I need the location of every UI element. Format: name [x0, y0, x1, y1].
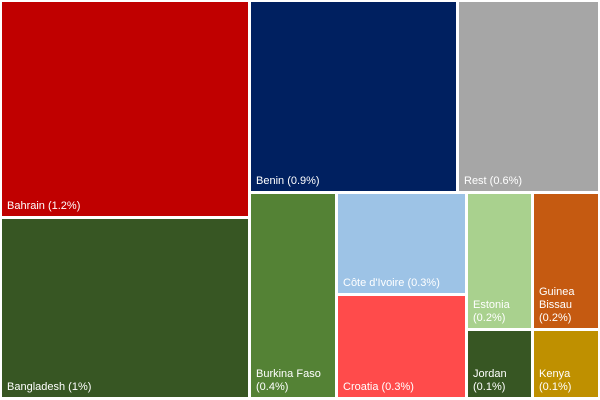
- tile-kenya: Kenya (0.1%): [534, 331, 598, 397]
- tile-label-line: Croatia (0.3%): [343, 381, 414, 393]
- tile-bangladesh: Bangladesh (1%): [2, 219, 248, 397]
- tile-label-line: Rest (0.6%): [464, 175, 522, 187]
- tile-rect-guinea-bissau: [534, 194, 598, 328]
- tile-rect-jordan: [468, 331, 531, 397]
- tile-c-te-d-ivoire: Côte d'Ivoire (0.3%): [338, 194, 465, 293]
- tile-label-line: Estonia: [473, 299, 511, 311]
- tile-rect-bahrain: [2, 2, 248, 216]
- tile-burkina-faso: Burkina Faso (0.4%): [251, 194, 335, 397]
- tile-label-rest: Rest (0.6%): [464, 175, 522, 187]
- tile-label-line: Guinea: [539, 286, 575, 298]
- tile-guinea-bissau: Guinea Bissau (0.2%): [534, 194, 598, 328]
- tile-label-line: (0.1%): [539, 381, 571, 393]
- tile-label-guinea-bissau: Guinea Bissau (0.2%): [539, 286, 575, 324]
- tile-bahrain: Bahrain (1.2%): [2, 2, 248, 216]
- tile-label-line: Bissau: [539, 299, 572, 311]
- tile-rect-rest: [459, 2, 598, 191]
- tile-label-benin: Benin (0.9%): [256, 175, 320, 187]
- tile-rect-kenya: [534, 331, 598, 397]
- tile-label-croatia: Croatia (0.3%): [343, 381, 414, 393]
- tile-label-line: Bahrain (1.2%): [7, 200, 80, 212]
- tile-estonia: Estonia (0.2%): [468, 194, 531, 328]
- tile-label-line: Bangladesh (1%): [7, 381, 91, 393]
- tile-rect-croatia: [338, 296, 465, 397]
- tile-label-line: (0.2%): [539, 312, 571, 324]
- tile-rest: Rest (0.6%): [459, 2, 598, 191]
- tile-label-line: (0.4%): [256, 381, 288, 393]
- tile-rect-bangladesh: [2, 219, 248, 397]
- tile-label-bangladesh: Bangladesh (1%): [7, 381, 91, 393]
- tile-label-line: Burkina Faso: [256, 368, 321, 380]
- tile-label-bahrain: Bahrain (1.2%): [7, 200, 80, 212]
- tile-label-line: Côte d'Ivoire (0.3%): [343, 277, 440, 289]
- tile-label-c-te-d-ivoire: Côte d'Ivoire (0.3%): [343, 277, 440, 289]
- tile-label-line: (0.2%): [473, 312, 505, 324]
- tile-benin: Benin (0.9%): [251, 2, 456, 191]
- tile-label-line: Jordan: [473, 368, 507, 380]
- tile-label-burkina-faso: Burkina Faso (0.4%): [256, 368, 321, 393]
- tile-rect-estonia: [468, 194, 531, 328]
- tile-label-line: (0.1%): [473, 381, 505, 393]
- tile-rect-burkina-faso: [251, 194, 335, 397]
- tile-rect-c-te-d-ivoire: [338, 194, 465, 293]
- tile-label-line: Kenya: [539, 368, 571, 380]
- tile-label-kenya: Kenya (0.1%): [539, 368, 571, 393]
- tile-rect-benin: [251, 2, 456, 191]
- tile-label-estonia: Estonia (0.2%): [473, 299, 511, 324]
- tile-croatia: Croatia (0.3%): [338, 296, 465, 397]
- tile-label-line: Benin (0.9%): [256, 175, 320, 187]
- tile-jordan: Jordan (0.1%): [468, 331, 531, 397]
- tile-label-jordan: Jordan (0.1%): [473, 368, 507, 393]
